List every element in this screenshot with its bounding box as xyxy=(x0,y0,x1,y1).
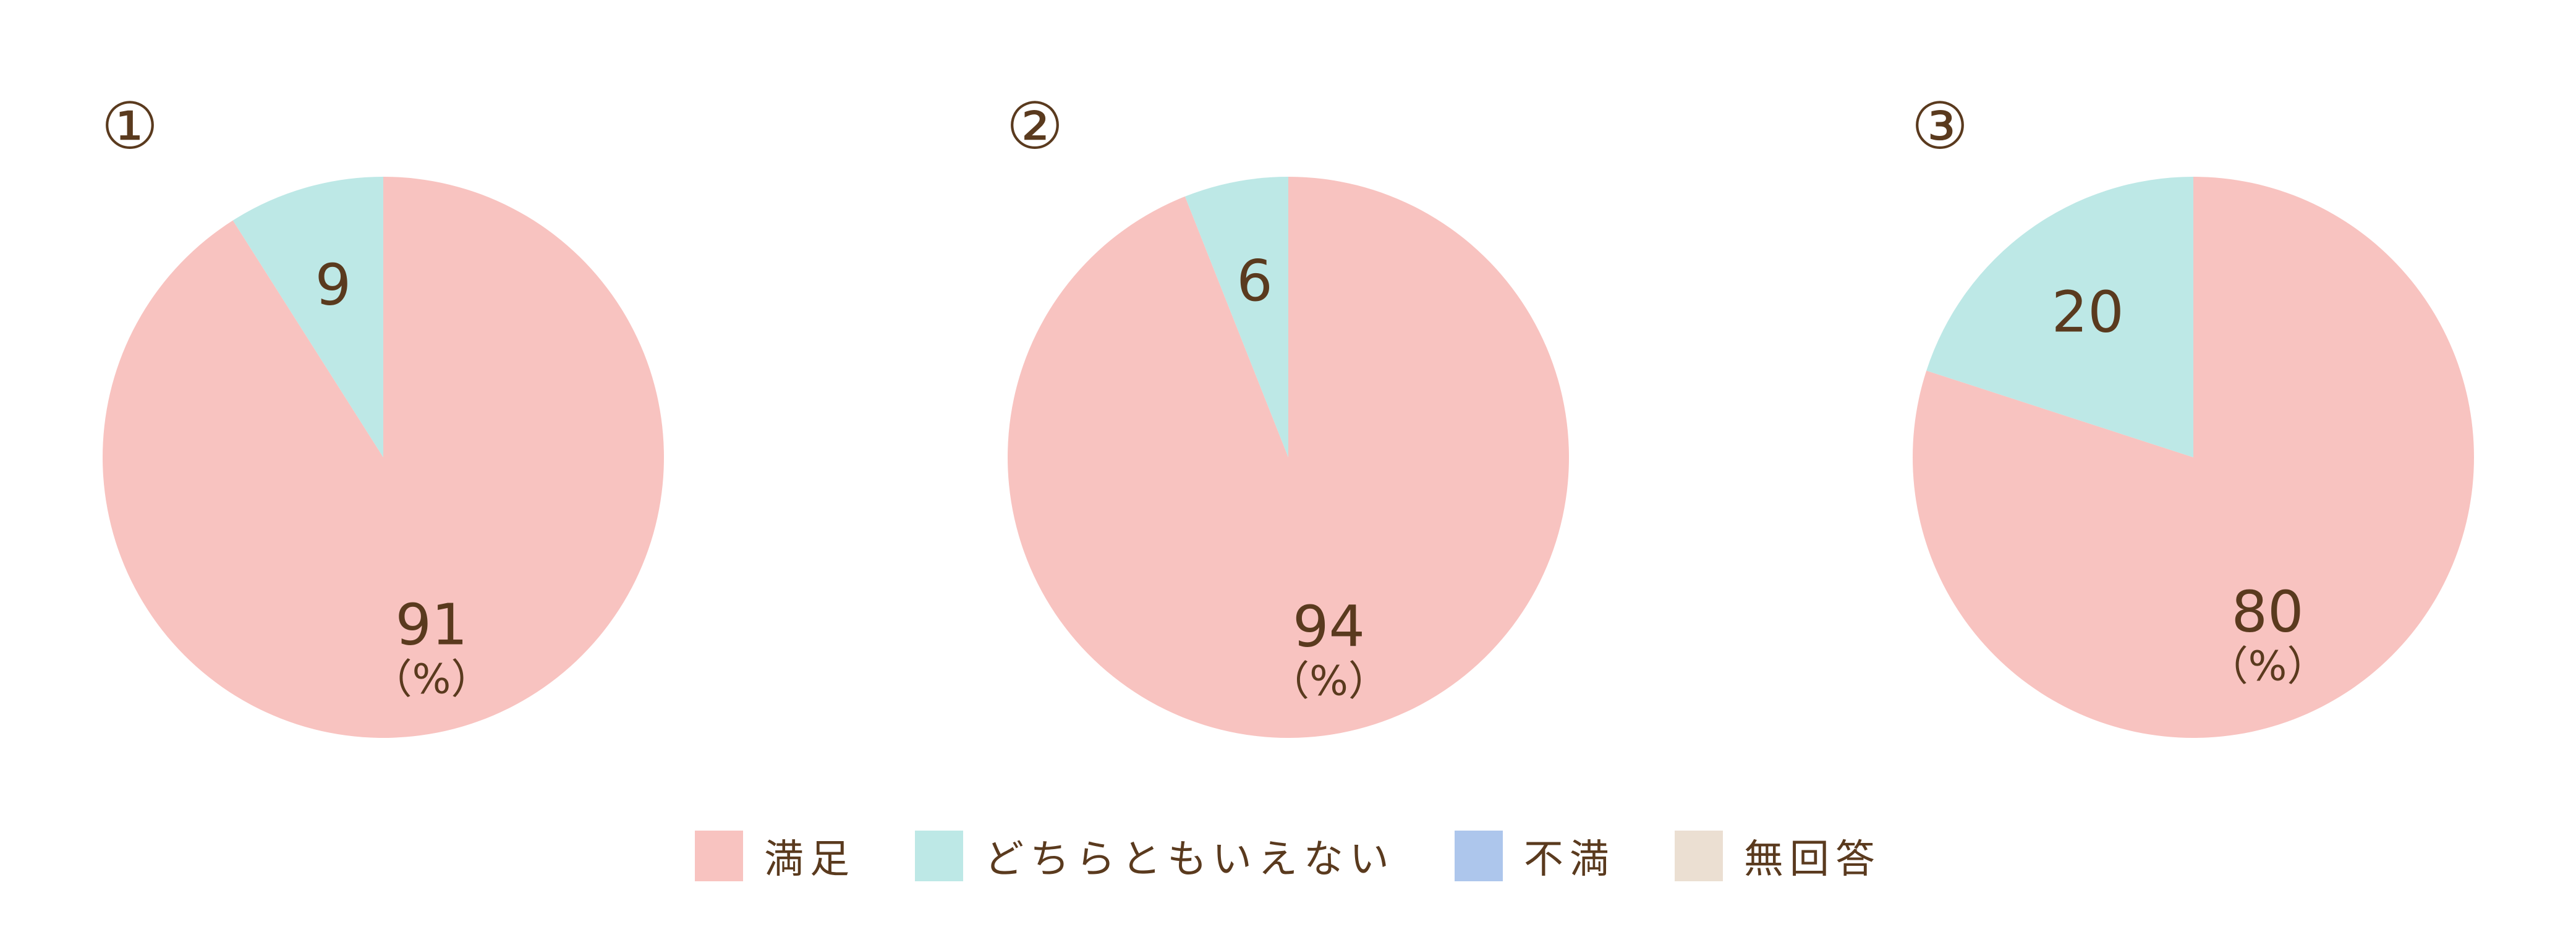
legend-item-neutral: どちらともいえない xyxy=(915,828,1395,884)
value-label-satisfied: 80 xyxy=(2232,579,2304,645)
value-label-neutral: 20 xyxy=(2052,279,2124,345)
legend-label-satisfied: 満足 xyxy=(764,837,856,883)
unit-label: （%） xyxy=(372,655,492,703)
legend-item-dissatisfied: 不満 xyxy=(1454,828,1615,884)
value-label-neutral: 9 xyxy=(315,252,352,318)
chart-title: ① xyxy=(101,88,158,164)
legend-label-no-answer: 無回答 xyxy=(1743,837,1881,883)
legend-label-dissatisfied: 不満 xyxy=(1523,837,1615,883)
chart-title: ② xyxy=(1006,88,1063,164)
pie-slice-neutral xyxy=(1184,177,1288,457)
value-label-satisfied: 91 xyxy=(395,591,467,658)
pie-slice-neutral xyxy=(1926,177,2193,457)
chart-title: ③ xyxy=(1911,88,1968,164)
legend-swatch-dissatisfied xyxy=(1454,831,1503,881)
legend-item-no-answer: 無回答 xyxy=(1674,828,1881,884)
legend-swatch-no-answer xyxy=(1674,831,1723,881)
pie-chart-1: ① 91（%） 9 xyxy=(101,88,664,738)
legend-item-satisfied: 満足 xyxy=(695,828,856,884)
unit-label: （%） xyxy=(2208,643,2328,690)
legend-swatch-satisfied xyxy=(695,831,744,881)
value-label-satisfied: 94 xyxy=(1293,593,1365,659)
pie-slice-neutral xyxy=(232,177,383,457)
pie-chart-2: ② 94（%） 6 xyxy=(1006,88,1569,738)
unit-label: （%） xyxy=(1269,657,1389,705)
value-label-neutral: 6 xyxy=(1236,248,1273,314)
legend: 満足 どちらともいえない 不満 無回答 xyxy=(0,822,2576,890)
pie-chart-3: ③ 80（%） 20 xyxy=(1911,88,2475,739)
legend-swatch-neutral xyxy=(915,831,964,881)
legend-label-neutral: どちらともいえない xyxy=(984,837,1395,883)
pie-slice-satisfied xyxy=(1913,177,2475,739)
